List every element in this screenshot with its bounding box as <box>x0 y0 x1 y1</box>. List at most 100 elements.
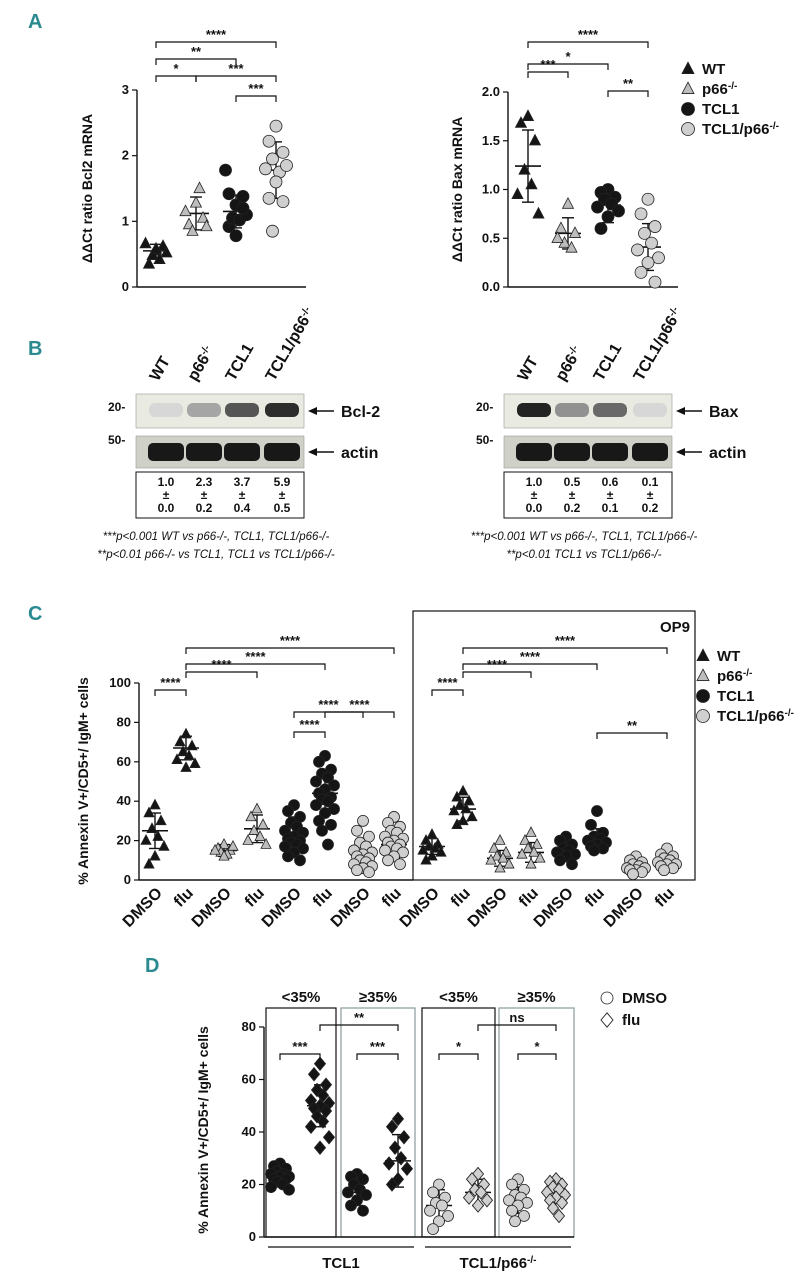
data-point-tcl1p66 <box>634 207 648 221</box>
data-point <box>242 834 254 845</box>
lane-label: TCL1/p66-/- <box>630 305 686 384</box>
footnote-2: **p<0.01 p66-/- vs TCL1, TCL1 vs TCL1/p6… <box>97 549 335 561</box>
significance-bracket <box>596 732 668 739</box>
data-point <box>451 818 463 830</box>
data-point-tcl1p66 <box>645 236 658 250</box>
band-actin <box>592 443 628 461</box>
significance-label: **** <box>578 27 599 42</box>
band-actin <box>632 443 668 461</box>
data-point <box>457 784 469 796</box>
data-point <box>506 1178 518 1191</box>
band <box>555 403 589 417</box>
data-point <box>585 818 597 831</box>
data-point <box>462 1190 476 1205</box>
data-point <box>189 757 201 768</box>
lane-label: TCL1 <box>591 341 626 384</box>
data-point-wt <box>160 245 173 258</box>
significance-bracket <box>607 90 649 97</box>
quant-value: 0.0 <box>158 501 175 515</box>
data-point <box>357 815 369 827</box>
data-point-p66 <box>186 224 199 236</box>
data-point <box>180 727 192 739</box>
quant-value: 1.0 <box>158 475 175 489</box>
data-point-tcl1p66 <box>269 119 283 133</box>
significance-label: **** <box>280 633 301 648</box>
data-point-tcl1 <box>601 210 615 224</box>
data-point <box>313 815 325 827</box>
x-tick-label: DMSO <box>397 885 443 931</box>
data-point <box>322 795 334 808</box>
data-point-tcl1 <box>236 201 250 215</box>
data-point <box>149 849 161 861</box>
legend-a: WT p66-/- TCL1 TCL1/p66-/- <box>681 61 779 138</box>
data-point <box>554 854 566 867</box>
blot-bax: WT p66-/- TCL1 TCL1/p66-/- 20- 50- Bax actin 1.0… <box>471 305 747 561</box>
legend-label-p66: p66-/- <box>717 668 752 686</box>
data-point <box>322 838 334 851</box>
data-point-p66 <box>189 195 203 208</box>
data-point <box>519 834 531 845</box>
data-point <box>177 745 189 757</box>
significance-label: **** <box>160 675 181 690</box>
x-tick-label: DMSO <box>601 885 647 931</box>
data-point-wt <box>528 133 542 146</box>
group-label-tcl1: TCL1 <box>322 1255 360 1272</box>
quant-value: 0.1 <box>642 475 659 489</box>
data-point <box>180 761 192 772</box>
significance-label: *** <box>248 81 264 96</box>
legend-marker-wt <box>681 61 695 74</box>
x-tick-label: flu <box>652 885 678 911</box>
legend-marker-p66 <box>696 668 710 681</box>
quant-value: 0.5 <box>274 501 291 515</box>
chart-c-annexin: OP9 0 20 40 60 80 100 % Annexin V+/CD5+/ IgM+ c… <box>75 610 696 931</box>
data-point <box>152 830 164 841</box>
data-point <box>307 1066 321 1082</box>
data-point <box>304 1119 318 1135</box>
data-point <box>174 735 186 747</box>
data-point <box>146 822 158 833</box>
band <box>593 403 627 417</box>
data-point-tcl1p66 <box>280 159 293 172</box>
y-tick-label: 2 <box>122 148 129 163</box>
significance-bracket <box>356 1053 399 1060</box>
band <box>187 403 221 417</box>
band <box>265 403 299 417</box>
data-point <box>310 775 322 788</box>
panel-label-d: D <box>145 955 159 977</box>
y-tick-label: 40 <box>242 1124 256 1139</box>
quant-value: 0.4 <box>234 501 251 515</box>
significance-bracket <box>185 647 395 654</box>
quant-value: 0.2 <box>196 501 213 515</box>
data-point-tcl1p66 <box>648 275 662 289</box>
data-point-wt <box>532 206 545 219</box>
data-point <box>420 853 432 865</box>
significance-bracket <box>155 58 237 65</box>
data-point-tcl1p66 <box>276 145 290 159</box>
data-point <box>319 807 331 819</box>
lane-label: WT <box>147 354 174 384</box>
legend-label-tcl1: TCL1 <box>717 688 755 705</box>
significance-bracket <box>517 1053 557 1060</box>
x-tick-label: DMSO <box>120 885 166 931</box>
data-point <box>227 839 239 851</box>
arrow-icon <box>676 407 685 415</box>
legend-marker-tcl1p66 <box>681 122 695 136</box>
data-point <box>534 851 546 863</box>
band-label: actin <box>341 445 378 462</box>
data-point <box>525 857 537 869</box>
data-point <box>388 1140 402 1156</box>
x-tick-label: flu <box>242 885 268 911</box>
mw-marker: 20- <box>108 400 125 414</box>
data-point <box>549 1190 563 1205</box>
data-point <box>555 1195 569 1211</box>
data-point-tcl1p66 <box>266 152 279 166</box>
quant-value: ± <box>163 488 170 502</box>
data-point <box>552 1208 566 1224</box>
data-point <box>588 844 600 857</box>
footnote-2: **p<0.01 TCL1 vs TCL1/p66-/- <box>506 549 661 561</box>
x-tick-label: flu <box>516 885 542 911</box>
data-point <box>457 814 469 826</box>
subgroup-label: ≥35% <box>517 989 555 1006</box>
arrow-icon <box>308 407 317 415</box>
